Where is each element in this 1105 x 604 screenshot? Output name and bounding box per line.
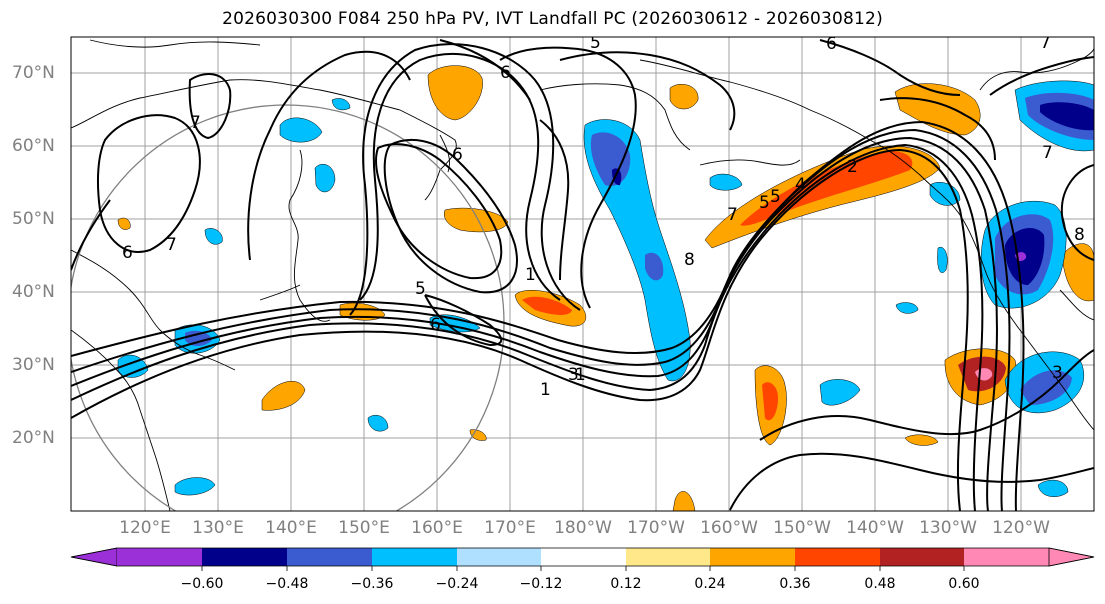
lon-label: 120°E	[119, 518, 171, 538]
contour-label: 6	[826, 34, 837, 54]
contour-label: 1	[525, 265, 536, 285]
lat-label: 70°N	[12, 63, 55, 83]
lon-label: 150°E	[338, 518, 390, 538]
lat-label: 60°N	[12, 136, 55, 156]
lon-label: 130°W	[919, 518, 977, 538]
lon-label: 160°E	[411, 518, 463, 538]
colorbar-tick-label: 0.48	[864, 576, 896, 592]
colorbar-tick-label: 0.24	[694, 576, 726, 592]
lon-label: 130°E	[192, 518, 244, 538]
lon-label: 140°E	[265, 518, 317, 538]
lon-label: 140°W	[846, 518, 904, 538]
colorbar-extend-low	[70, 547, 118, 567]
contour-label: 6	[122, 243, 133, 263]
colorbar-outline	[70, 547, 1095, 567]
contour-12	[96, 114, 201, 253]
contour-23	[879, 97, 996, 161]
contour-label: 3	[568, 365, 579, 385]
contour-label: 7	[1040, 33, 1051, 53]
contour-label: 1	[540, 380, 551, 400]
contour-label: 4	[795, 175, 806, 195]
contour-11	[499, 46, 637, 309]
contour-labels: 5 6 1 7 6 7 5 6 3 1 8 7 6 2 6 5 7 8 3 5 …	[122, 33, 1085, 400]
contour-1	[71, 148, 969, 511]
colorbar-tick-label: 0.12	[610, 576, 642, 592]
lon-label: 160°W	[700, 518, 758, 538]
contour-18	[989, 56, 1094, 96]
contour-10	[349, 43, 581, 316]
contour-6	[424, 294, 503, 347]
contour-label: 2	[847, 157, 858, 177]
contour-label: 5	[759, 193, 770, 213]
lon-label: 150°W	[773, 518, 831, 538]
colorbar-tick-label: −0.36	[350, 576, 394, 592]
pv-contours	[71, 39, 1094, 511]
contour-label: 6	[430, 315, 441, 335]
lon-label: 170°W	[627, 518, 685, 538]
colorbar-tick-label: −0.12	[519, 576, 563, 592]
colorbar-tick-label: 0.36	[779, 576, 811, 592]
contour-14	[71, 199, 111, 271]
colorbar-bin	[117, 548, 202, 566]
contour-22	[559, 51, 736, 131]
colorbar-tick-label: 0.60	[948, 576, 980, 592]
contour-label: 6	[500, 63, 511, 83]
map-title: 2026030300 F084 250 hPa PV, IVT Landfall…	[222, 9, 883, 29]
contour-9	[359, 53, 561, 301]
contour-label: 7	[727, 205, 738, 225]
colorbar-bin	[202, 548, 287, 566]
contour-5	[71, 120, 1025, 511]
contour-label: 6	[452, 145, 463, 165]
colorbar-bin	[964, 548, 1049, 566]
lat-label: 20°N	[12, 428, 55, 448]
colorbar-tick-label: −0.24	[435, 576, 479, 592]
coastlines	[71, 39, 1094, 511]
colorbar-bin	[626, 548, 710, 566]
contour-label: 8	[684, 250, 695, 270]
contour-label: 8	[1074, 225, 1085, 245]
contour-16	[439, 39, 531, 101]
contour-label: 3	[1052, 363, 1063, 383]
contour-13	[188, 73, 232, 140]
colorbar-tick-label: −0.60	[180, 576, 224, 592]
colorbar-bin	[457, 548, 541, 566]
contour-21	[729, 452, 1094, 511]
lat-label: 30°N	[12, 355, 55, 375]
contour-20	[759, 349, 1094, 441]
lon-label: 180°W	[554, 518, 612, 538]
contour-24	[539, 119, 570, 281]
contour-19	[1060, 164, 1094, 261]
colorbar-bin	[541, 548, 626, 566]
contour-label: 7	[166, 235, 177, 255]
colorbar-tick-label: −0.48	[265, 576, 309, 592]
lat-label: 50°N	[12, 209, 55, 229]
lat-label: 40°N	[12, 282, 55, 302]
contour-label: 7	[1042, 143, 1053, 163]
contour-label: 5	[590, 33, 601, 53]
contour-17	[819, 39, 961, 96]
colorbar-bin	[795, 548, 880, 566]
colorbar	[70, 547, 1095, 571]
contour-label: 7	[190, 113, 201, 133]
colorbar-extend-high	[1048, 547, 1095, 567]
colorbar-ticks	[201, 566, 965, 571]
contour-label: 5	[415, 279, 426, 299]
colorbar-bin	[880, 548, 964, 566]
colorbar-bin	[372, 548, 457, 566]
contour-label: 1	[575, 365, 586, 385]
contour-15	[247, 50, 411, 261]
map-frame	[70, 36, 1095, 512]
colorbar-bin	[287, 548, 372, 566]
map-panel: 5 6 1 7 6 7 5 6 3 1 8 7 6 2 6 5 7 8 3 5 …	[71, 33, 1094, 511]
lon-label: 120°W	[992, 518, 1050, 538]
contour-label: 5	[770, 187, 781, 207]
lon-label: 170°E	[484, 518, 536, 538]
colorbar-bin	[710, 548, 795, 566]
contour-8	[383, 138, 518, 294]
